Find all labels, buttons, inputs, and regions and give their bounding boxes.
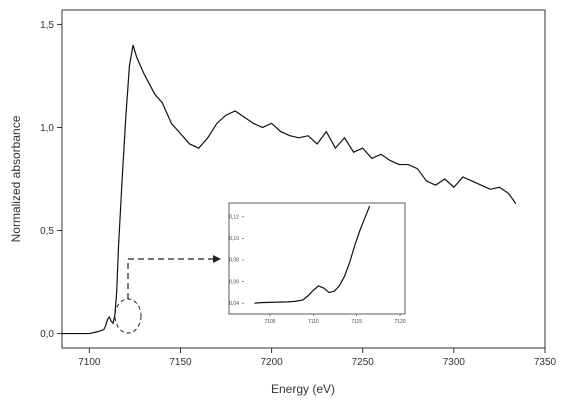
main-x-tick-label: 7150 xyxy=(169,357,192,368)
main-y-tick-label: 0,5 xyxy=(40,226,54,237)
inset-y-tick-label: 0,10 xyxy=(229,236,239,242)
main-y-tick-label: 1,5 xyxy=(40,20,54,31)
inset-x-tick-label: 7105 xyxy=(264,319,275,325)
pre-edge-highlight-ellipse xyxy=(114,298,142,334)
inset-x-tick-label: 7120 xyxy=(394,319,405,325)
inset-plot-frame xyxy=(228,202,406,315)
inset-y-axis: 0,04 0,06 0,08 0,10 0,12 xyxy=(229,214,244,307)
main-x-tick-label: 7200 xyxy=(260,357,283,368)
inset-x-tick-label: 7110 xyxy=(308,319,319,325)
inset-pre-edge-line xyxy=(254,205,371,304)
x-axis-label: Energy (eV) xyxy=(271,382,335,396)
main-y-tick-label: 1,0 xyxy=(40,123,54,134)
main-y-axis: 0,0 0,5 1,0 1,5 xyxy=(40,20,62,340)
inset-y-tick-label: 0,08 xyxy=(229,258,239,264)
main-x-tick-label: 7250 xyxy=(352,357,375,368)
inset-connector-line xyxy=(127,258,214,299)
inset-x-tick-label: 7115 xyxy=(351,319,362,325)
main-x-tick-label: 7100 xyxy=(78,357,101,368)
main-y-tick-label: 0,0 xyxy=(40,329,54,340)
inset-x-axis: 7105 7110 7115 7120 xyxy=(264,314,406,325)
main-x-tick-label: 7300 xyxy=(443,357,466,368)
main-spectrum-line xyxy=(62,44,517,335)
inset-y-tick-label: 0,12 xyxy=(229,214,239,220)
main-x-tick-label: 7350 xyxy=(534,357,557,368)
inset-y-tick-label: 0,06 xyxy=(229,279,239,285)
main-plot-frame xyxy=(61,9,546,349)
connector-arrowhead xyxy=(213,255,221,263)
y-axis-label: Normalized absorbance xyxy=(9,115,23,242)
main-x-axis: 7100 7150 7200 7250 7300 7350 xyxy=(78,348,557,368)
inset-y-tick-label: 0,04 xyxy=(229,301,239,307)
